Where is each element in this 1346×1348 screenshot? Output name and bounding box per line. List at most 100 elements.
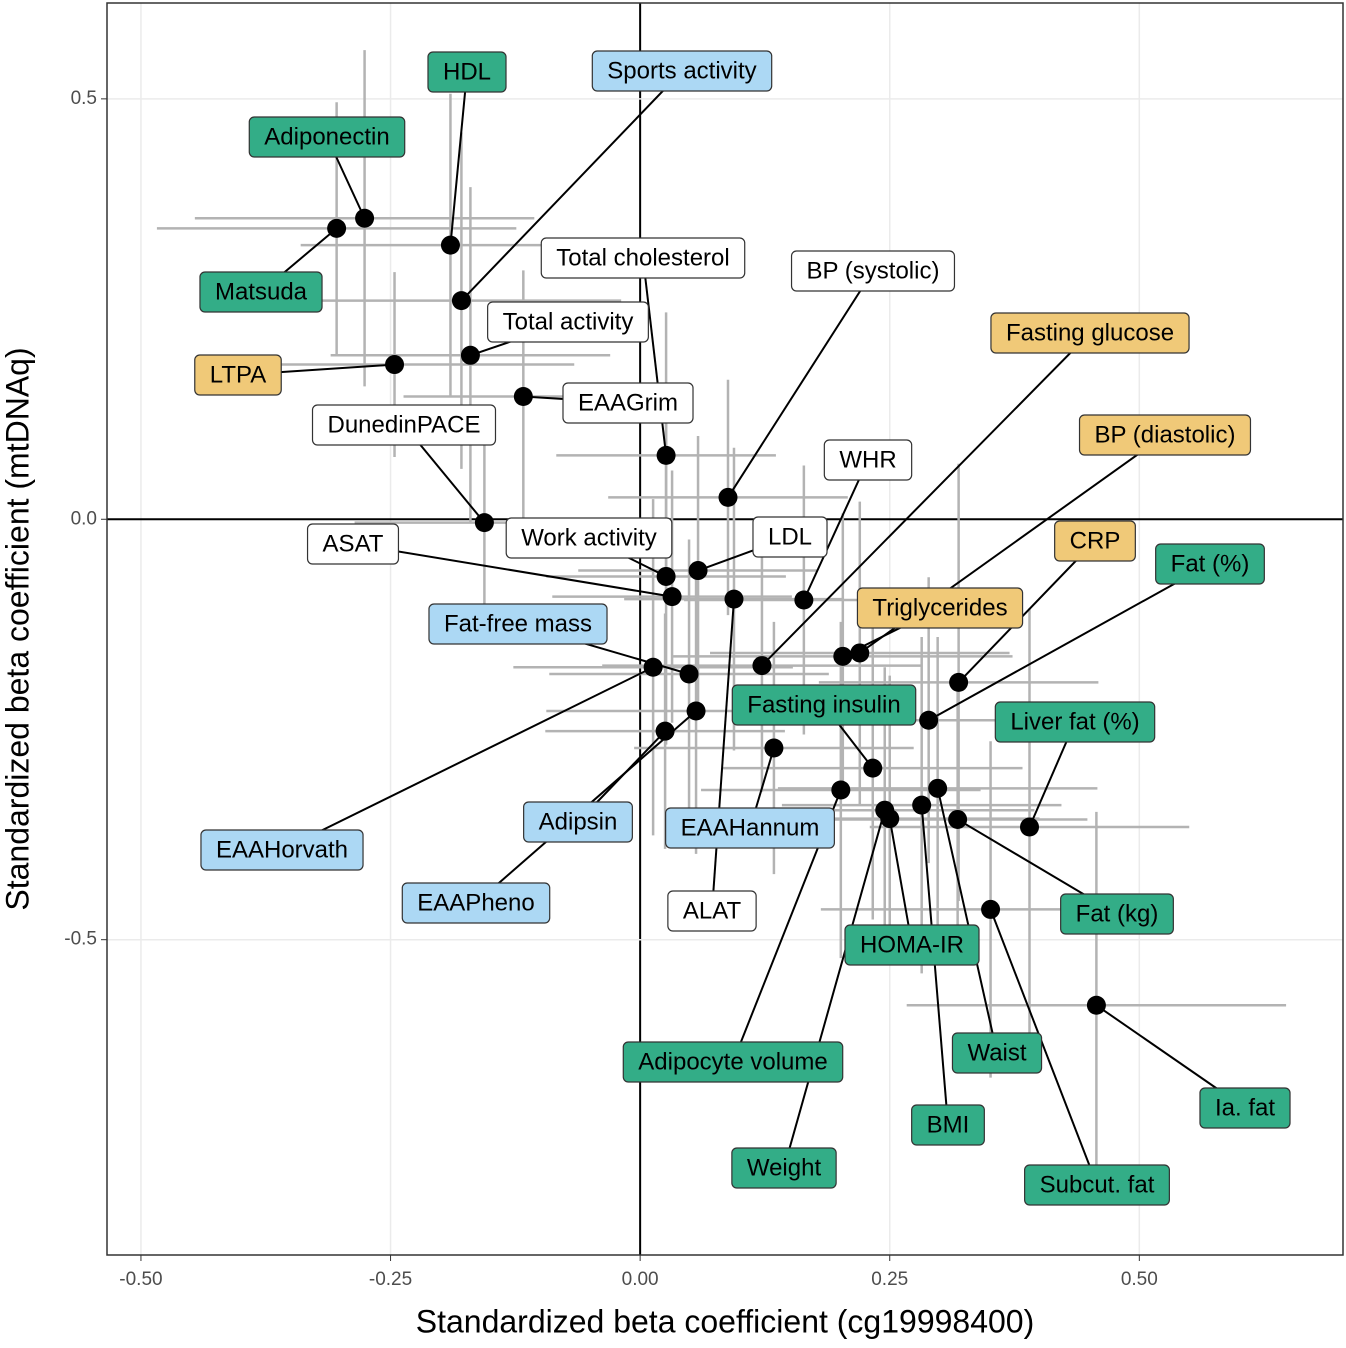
point: [688, 561, 708, 581]
point: [655, 721, 675, 741]
label-box: [306, 523, 400, 565]
label-text: Adiponectin: [264, 123, 389, 150]
label-text: Fasting insulin: [747, 691, 900, 718]
label-text: Liver fat (%): [1010, 708, 1139, 735]
point: [752, 656, 772, 676]
point: [718, 487, 738, 507]
leader-line: [888, 818, 913, 946]
point: [928, 778, 948, 798]
point: [451, 291, 471, 311]
label-text: Total cholesterol: [556, 244, 729, 271]
point-label: Triglycerides: [856, 587, 1024, 629]
label-text: HDL: [443, 58, 491, 85]
leader-line: [783, 809, 886, 1169]
label-text: LTPA: [210, 361, 266, 388]
label-text: Adipsin: [539, 808, 618, 835]
leader-line: [281, 666, 654, 851]
point-label: EAAPheno: [401, 882, 551, 924]
point: [513, 387, 533, 407]
x-axis-title: Standardized beta coefficient (cg1999840…: [416, 1303, 1035, 1339]
label-box: [428, 603, 608, 645]
label-box: [911, 1104, 985, 1146]
point: [1086, 995, 1106, 1015]
label-box: [790, 250, 956, 292]
leader-line: [727, 270, 874, 498]
label-box: [401, 882, 551, 924]
point-label: Ia. fat: [1199, 1087, 1291, 1129]
point-label: HOMA-IR: [844, 924, 980, 966]
label-text: BP (diastolic): [1095, 421, 1236, 448]
label-box: [752, 516, 828, 558]
point-label: Adipsin: [523, 801, 633, 843]
point-label: ALAT: [667, 890, 757, 932]
leader-line: [989, 909, 1098, 1186]
point: [850, 643, 870, 663]
label-box: [856, 587, 1024, 629]
plot-border: [106, 2, 1344, 1256]
label-text: Fat-free mass: [444, 610, 592, 637]
leader-line: [352, 543, 673, 598]
x-tick-label: 0.50: [1121, 1269, 1158, 1290]
point: [656, 566, 676, 586]
point-label: ASAT: [306, 523, 400, 565]
point-label: Weight: [731, 1147, 837, 1189]
label-text: BP (systolic): [807, 257, 940, 284]
point-label: BP (diastolic): [1078, 414, 1252, 456]
label-text: BMI: [927, 1111, 970, 1138]
point: [880, 809, 900, 829]
label-box: [199, 271, 323, 313]
label-box: [427, 51, 507, 93]
point-label: Fasting insulin: [731, 684, 917, 726]
point-label: LDL: [752, 516, 828, 558]
point-label: Fasting glucose: [990, 312, 1190, 354]
leader-line: [957, 540, 1096, 684]
point-label: Waist: [951, 1032, 1043, 1074]
label-box: [505, 517, 673, 559]
point: [919, 710, 939, 730]
y-axis-title: Standardized beta coefficient (mtDNAq): [0, 347, 35, 910]
label-box: [591, 50, 773, 92]
label-box: [731, 1147, 837, 1189]
label-box: [823, 439, 913, 481]
point: [355, 208, 375, 228]
label-box: [487, 301, 649, 343]
point: [831, 780, 851, 800]
point-label: EAAHannum: [665, 807, 835, 849]
label-text: Fasting glucose: [1006, 319, 1174, 346]
label-box: [994, 701, 1156, 743]
label-text: EAAPheno: [417, 889, 534, 916]
label-box: [200, 829, 364, 871]
leader-line: [449, 71, 468, 246]
label-box: [523, 801, 633, 843]
point-label: Adipocyte volume: [622, 1041, 844, 1083]
label-text: Subcut. fat: [1040, 1171, 1155, 1198]
point-label: EAAGrim: [562, 382, 694, 424]
label-text: ASAT: [323, 530, 384, 557]
label-box: [311, 404, 497, 446]
x-tick-label: -0.25: [369, 1269, 412, 1290]
leader-line: [936, 788, 998, 1054]
leader-line: [761, 332, 1091, 667]
y-tick-label: -0.5: [64, 929, 97, 950]
x-tick-label: -0.50: [119, 1269, 162, 1290]
point: [460, 345, 480, 365]
x-tick-label: 0.25: [871, 1269, 908, 1290]
label-text: Adipocyte volume: [638, 1048, 827, 1075]
label-box: [1024, 1164, 1170, 1206]
point: [764, 738, 784, 758]
label-text: Fat (%): [1171, 550, 1250, 577]
point-label: Sports activity: [591, 50, 773, 92]
label-box: [667, 890, 757, 932]
point-label: EAAHorvath: [200, 829, 364, 871]
point: [863, 758, 883, 778]
label-text: Work activity: [521, 524, 657, 551]
label-text: WHR: [839, 446, 896, 473]
point-label: Total activity: [487, 301, 649, 343]
x-tick-label: 0.00: [622, 1269, 659, 1290]
point-label: CRP: [1054, 520, 1136, 562]
label-text: Fat (kg): [1076, 900, 1159, 927]
label-text: Triglycerides: [872, 594, 1007, 621]
point-label: Matsuda: [199, 271, 323, 313]
label-text: HOMA-IR: [860, 931, 964, 958]
leader-line: [928, 563, 1211, 722]
